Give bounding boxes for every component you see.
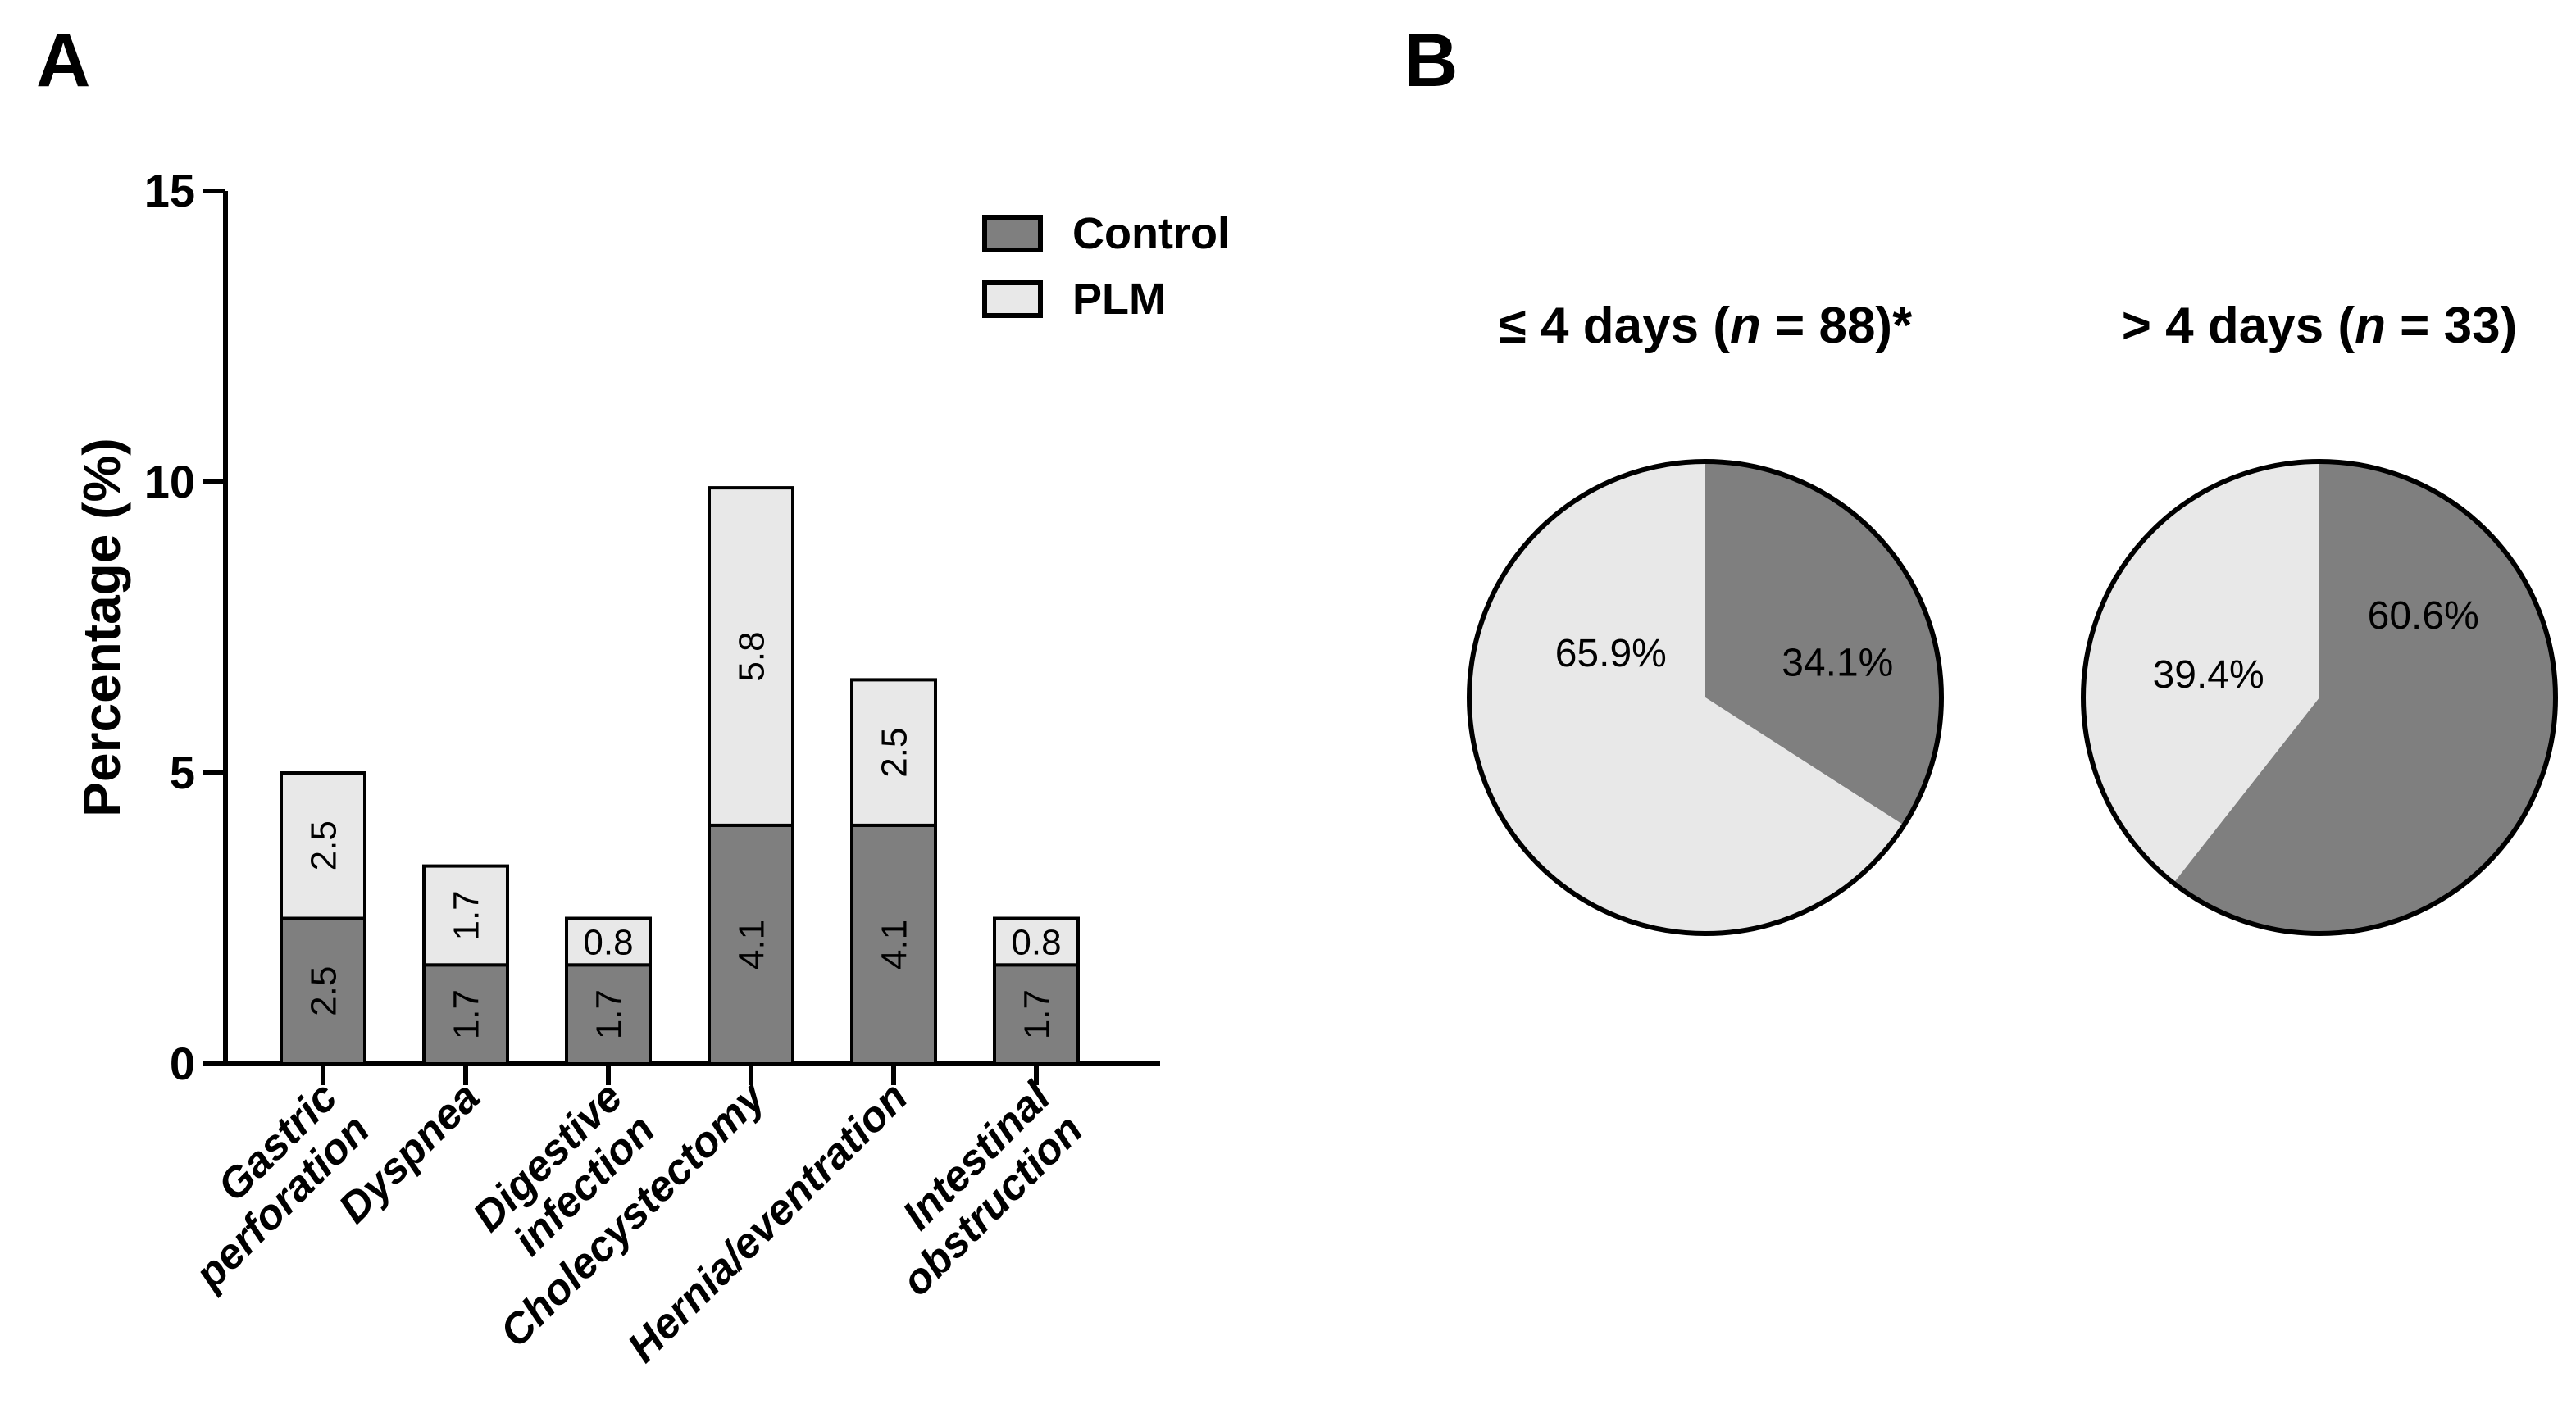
panel-a-label: A <box>36 19 91 102</box>
bar-segment-plm <box>565 916 652 967</box>
pie-percent-label: 34.1% <box>1782 642 1893 685</box>
legend-label-plm: PLM <box>1072 275 1166 324</box>
bar-segment-plm <box>280 771 366 920</box>
bar-segment-control <box>708 823 794 1066</box>
pie-1-title-n: n <box>1729 298 1761 354</box>
pie-slice-plm <box>2083 461 2319 884</box>
bar-value-label: 2.5 <box>303 820 344 870</box>
pie-outline <box>2081 459 2558 936</box>
y-tick-label: 15 <box>144 165 195 216</box>
bar-value-label: 2.5 <box>874 728 914 778</box>
stacked-bar-chart: 0 5 10 15 Percentage (%) 2.5 2.5 1.7 1.7 1.7 0.8 4.… <box>72 165 1160 1371</box>
bar-value-label: 2.5 <box>303 966 344 1016</box>
pie-slice-control <box>2173 461 2556 934</box>
pie-chart-gt-4-days: 60.6% 39.4% <box>2081 459 2558 936</box>
control-swatch-icon <box>982 215 1043 252</box>
pie-2-title-post: = 33) <box>2385 298 2518 354</box>
bar-value-label: 1.7 <box>589 989 629 1039</box>
y-tick-label: 5 <box>170 747 195 798</box>
bar-value-label: 0.8 <box>1011 922 1061 962</box>
bar-segment-plm <box>422 864 509 967</box>
bar-segment-plm <box>993 916 1080 967</box>
bar-value-label: 1.7 <box>446 890 486 940</box>
pie-percent-label: 60.6% <box>2368 594 2479 638</box>
bar-segment-control <box>850 823 937 1066</box>
bar-value-label: 1.7 <box>446 989 486 1039</box>
pie-slice-plm <box>1468 461 1905 934</box>
pie-2-title: > 4 days (n = 33) <box>2008 298 2576 354</box>
pie-percent-label: 65.9% <box>1555 632 1667 675</box>
pie-2-title-n: n <box>2355 298 2386 354</box>
panel-b-label: B <box>1404 19 1459 102</box>
bar-segment-control <box>280 916 366 1065</box>
y-tick-label: 0 <box>170 1038 195 1089</box>
legend: Control PLM <box>982 211 1230 346</box>
pie-1-title-post: = 88)* <box>1760 298 1913 354</box>
pie-chart-le-4-days: 34.1% 65.9% <box>1467 459 1944 936</box>
legend-label-control: Control <box>1072 209 1230 258</box>
legend-item-control: Control <box>982 211 1230 256</box>
y-axis-title: Percentage (%) <box>72 438 131 816</box>
bar-value-label: 4.1 <box>874 920 914 970</box>
bar-segment-control <box>422 963 509 1066</box>
y-tick-label: 10 <box>144 456 195 507</box>
plm-swatch-icon <box>982 280 1043 318</box>
bar-value-label: 0.8 <box>583 922 633 962</box>
pie-slice-control <box>1705 461 1941 825</box>
pie-percent-label: 39.4% <box>2153 653 2264 697</box>
pie-1-title-pre: ≤ 4 days ( <box>1498 298 1730 354</box>
bar-value-label: 1.7 <box>1017 989 1057 1039</box>
pie-outline <box>1467 459 1944 936</box>
bar-value-label: 5.8 <box>731 631 771 681</box>
x-category-label: Hernia/eventration <box>619 1073 917 1371</box>
legend-item-plm: PLM <box>982 275 1230 324</box>
pie-1-title: ≤ 4 days (n = 88)* <box>1394 298 2017 354</box>
bar-value-label: 4.1 <box>731 920 771 970</box>
bar-segment-plm <box>708 486 794 827</box>
pie-2-title-pre: > 4 days ( <box>2121 298 2355 354</box>
bar-segment-control <box>993 963 1080 1066</box>
bar-segment-plm <box>850 678 937 827</box>
